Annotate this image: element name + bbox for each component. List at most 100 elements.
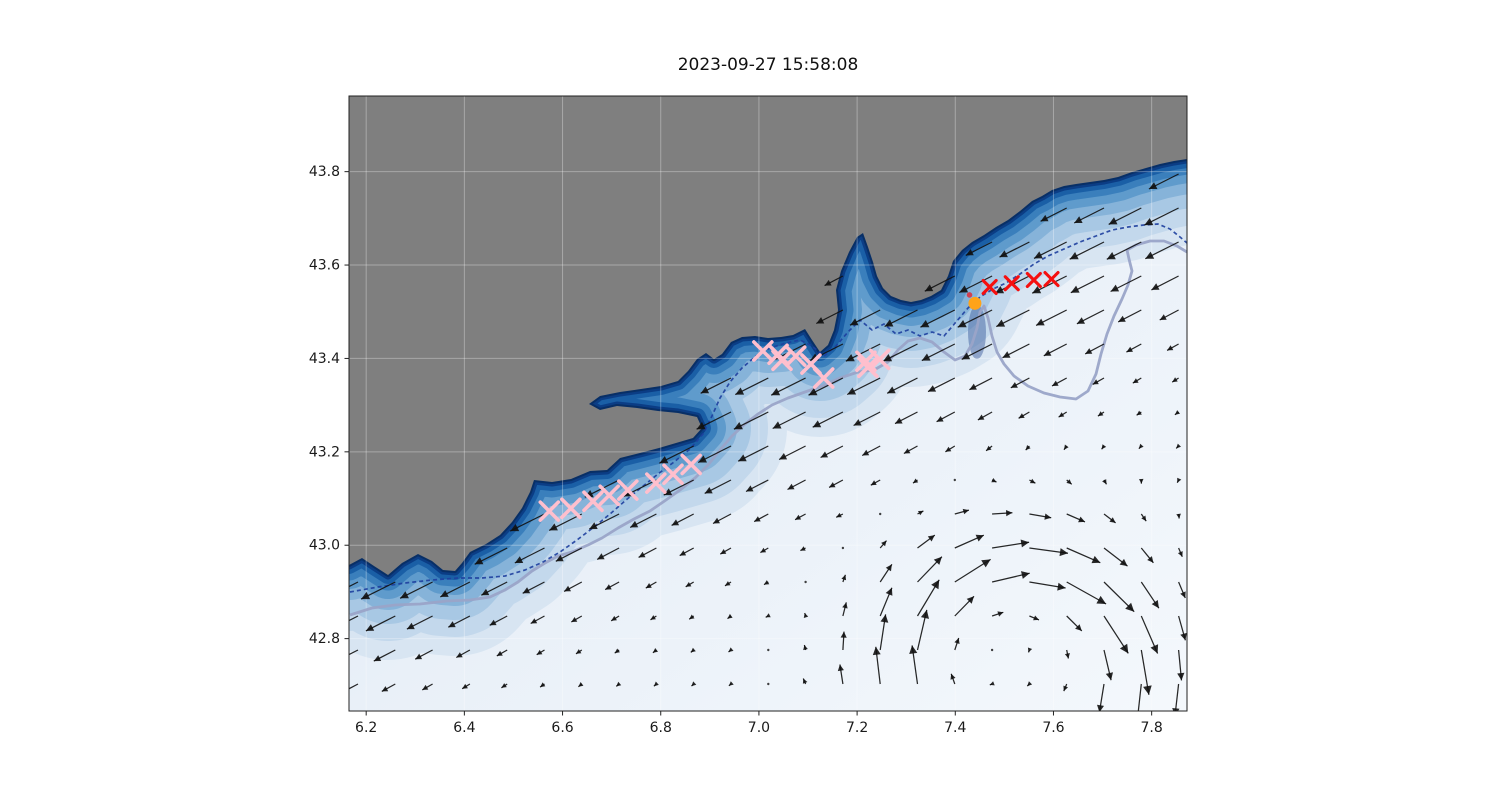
flow-arrow [727, 613, 733, 620]
flow-arrow [1027, 647, 1033, 653]
flow-arrow [1103, 513, 1116, 524]
red-x-markers [981, 278, 998, 296]
flow-dot [990, 648, 994, 652]
flow-arrow [812, 411, 844, 428]
flow-arrow [1084, 343, 1105, 355]
flow-arrow [1029, 513, 1052, 520]
flow-arrow [989, 681, 995, 686]
flow-arrow [992, 510, 1013, 517]
flow-arrow [884, 309, 918, 328]
flow-arrow [916, 579, 940, 617]
flow-arrow [679, 547, 694, 557]
flow-arrow [555, 547, 583, 562]
flow-arrow [803, 644, 808, 651]
flow-arrow [991, 478, 997, 483]
small-crimson-dot [966, 292, 973, 298]
flow-arrow [1132, 377, 1142, 384]
pink-x-markers [784, 345, 807, 367]
flow-arrow [481, 581, 508, 596]
flow-arrow [954, 637, 960, 651]
red-x-markers [1025, 271, 1042, 289]
flow-arrow [841, 574, 847, 583]
flow-arrow [650, 615, 657, 621]
flow-arrow [1033, 241, 1067, 259]
flow-arrow [802, 678, 808, 685]
pink-x-markers [645, 472, 667, 494]
flow-arrow [879, 563, 893, 583]
flow-arrow [945, 445, 956, 453]
flow-arrow [712, 513, 732, 525]
flow-arrow [917, 510, 924, 516]
flow-arrow [659, 445, 694, 464]
flow-arrow [349, 649, 359, 656]
flow-arrow [936, 411, 956, 423]
flow-arrow [440, 581, 471, 598]
flow-arrow [1140, 615, 1159, 654]
flow-arrow [1029, 615, 1040, 621]
flow-arrow [1066, 615, 1083, 632]
flow-arrow [1029, 478, 1036, 484]
flow-arrow [903, 445, 918, 455]
flow-arrow [794, 513, 806, 521]
flow-arrow [522, 581, 545, 594]
flow-arrow [1073, 207, 1105, 224]
contour-solid-slate [349, 239, 1187, 617]
flow-arrow [1069, 241, 1105, 260]
flow-arrow [985, 445, 993, 452]
flow-arrow [845, 343, 881, 362]
flow-arrow [1140, 513, 1147, 522]
flow-arrow [1040, 207, 1067, 222]
flow-arrow [448, 615, 471, 628]
flow-arrow [861, 445, 881, 457]
flow-arrow [704, 479, 732, 494]
flow-arrow [733, 411, 769, 430]
flow-arrow [406, 615, 433, 630]
flow-arrow [563, 581, 583, 592]
flow-arrow [849, 309, 881, 326]
flow-arrow [924, 275, 956, 292]
flow-arrow [578, 682, 584, 688]
flow-arrow [965, 241, 993, 256]
flow-arrow [1174, 410, 1180, 416]
flow-arrow [596, 547, 620, 560]
x-tick-label: 6.4 [453, 720, 475, 736]
x-tick-label: 7.0 [748, 720, 770, 736]
flow-arrow [879, 540, 887, 549]
x-tick-label: 7.8 [1141, 720, 1163, 736]
flow-arrow [1178, 581, 1186, 599]
flow-arrow [688, 614, 695, 620]
flow-arrow [690, 647, 696, 653]
flow-arrow [1166, 343, 1179, 351]
flow-arrow [840, 631, 847, 651]
flow-arrow [753, 513, 769, 523]
flow-arrow [917, 534, 936, 549]
flow-arrow [800, 546, 806, 552]
flow-arrow [837, 664, 844, 685]
flow-arrow [615, 681, 622, 687]
flow-arrow [853, 411, 881, 427]
flow-arrow [1126, 343, 1142, 353]
flow-arrow [1066, 547, 1101, 564]
flow-arrow [1058, 411, 1068, 418]
plot-frame [348, 95, 1188, 712]
flow-arrow [1171, 377, 1179, 383]
x-tick-label: 7.4 [944, 720, 966, 736]
flow-arrow [1070, 275, 1105, 294]
grid-lines [349, 96, 1187, 711]
flow-arrow [1025, 445, 1031, 451]
flow-arrow [999, 241, 1030, 258]
red-x-markers [1003, 275, 1020, 292]
flow-arrow [808, 377, 844, 396]
pink-x-markers [582, 490, 604, 513]
pink-x-markers [617, 479, 639, 501]
flow-arrow [509, 513, 545, 532]
flow-arrow [530, 615, 545, 625]
flow-arrow [614, 648, 620, 654]
flow-arrow [685, 581, 695, 588]
flow-arrow [691, 681, 697, 687]
y-tick-label: 43.2 [309, 444, 340, 460]
flow-dot [879, 512, 882, 516]
pink-x-markers [598, 484, 620, 507]
flow-arrow [728, 681, 734, 687]
